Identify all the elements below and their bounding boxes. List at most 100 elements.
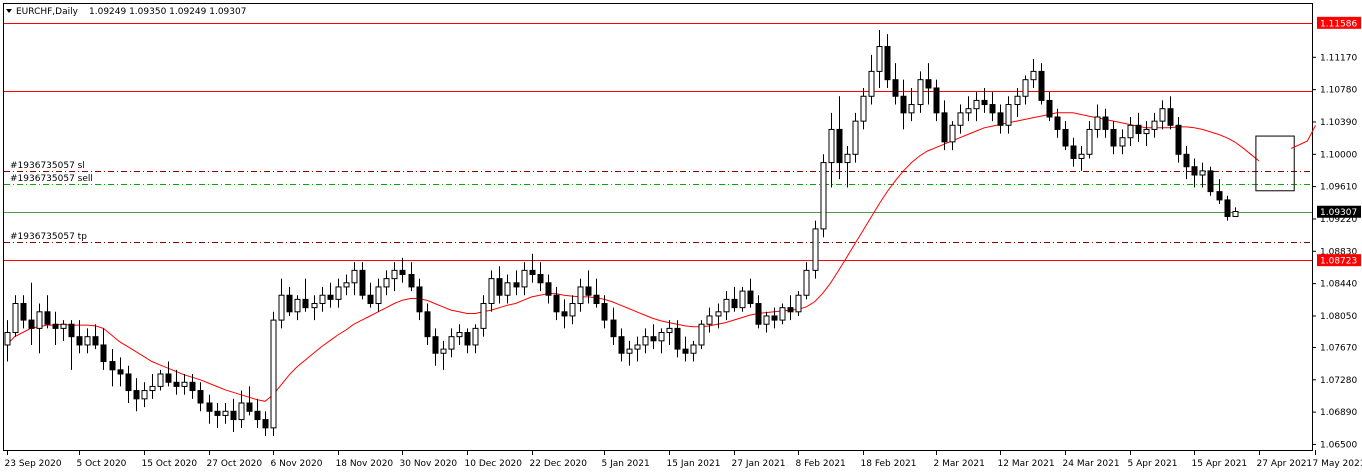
candle (440, 340, 447, 370)
candle (723, 291, 730, 321)
candle (1191, 158, 1198, 188)
candle-body (803, 269, 810, 296)
candle-body (715, 311, 722, 317)
candle (1183, 146, 1190, 180)
price-tags-layer: 1.11586 1.09307 1.08723 (1317, 16, 1361, 267)
candle (553, 286, 560, 321)
candle-body (706, 315, 713, 325)
candle (254, 398, 261, 428)
candle (690, 340, 697, 362)
candle (949, 121, 956, 151)
candle (1086, 121, 1093, 159)
candle-body (1216, 191, 1223, 201)
candle (1094, 104, 1101, 138)
candle (464, 328, 471, 354)
candle (828, 112, 835, 188)
candle (747, 278, 754, 308)
candle (133, 378, 140, 412)
candle (892, 63, 899, 105)
candle (375, 278, 382, 312)
candle-body (674, 327, 681, 350)
candle (262, 411, 269, 437)
candle (76, 320, 83, 354)
candle-body (133, 390, 140, 400)
candle (1078, 146, 1085, 171)
candle-body (521, 269, 528, 288)
candle (302, 278, 309, 312)
y-tick-label: 1.10390 (1320, 118, 1357, 128)
candle (1038, 63, 1045, 105)
candle (1151, 112, 1158, 138)
candle-body (1183, 153, 1190, 168)
candle-body (254, 410, 261, 421)
y-tick-label: 1.09220 (1320, 215, 1357, 225)
candle-body (642, 336, 649, 346)
candle (1199, 162, 1206, 188)
candle (230, 398, 237, 433)
candle-body (577, 286, 584, 305)
candle-body (246, 402, 253, 412)
candle-body (52, 323, 59, 329)
x-tick-label: 6 Nov 2020 (271, 459, 323, 469)
drawings-layer (1255, 125, 1316, 192)
candle (1070, 137, 1077, 167)
candle-body (658, 332, 665, 342)
candle-body (626, 348, 633, 354)
candle-body (884, 46, 891, 81)
candle-body (399, 269, 406, 276)
candle (52, 311, 59, 345)
candle-body (302, 298, 309, 309)
candle-body (529, 269, 536, 276)
candle-body (610, 319, 617, 338)
candle (327, 282, 334, 308)
candle (391, 262, 398, 292)
candle (610, 307, 617, 345)
candle (795, 291, 802, 316)
x-tick-label: 7 May 2021 (1313, 459, 1362, 469)
candle (20, 295, 27, 329)
candle-body (981, 99, 988, 106)
candle-body (327, 294, 334, 300)
candle-body (997, 112, 1004, 126)
candle-body (222, 410, 229, 416)
candle-body (165, 373, 172, 383)
candle-body (173, 381, 180, 387)
x-tick-label: 15 Jan 2021 (667, 459, 721, 469)
candle (141, 382, 148, 408)
candle-body (464, 332, 471, 346)
candle (957, 104, 964, 134)
candle (36, 303, 43, 354)
candle-body (585, 286, 592, 296)
candle (1054, 108, 1061, 138)
candle-body (375, 286, 382, 305)
y-tick-label: 1.08050 (1320, 312, 1357, 322)
candle (246, 386, 253, 416)
candle-body (12, 303, 19, 334)
candle-body (157, 373, 164, 387)
candle-body (747, 290, 754, 305)
candle (593, 278, 600, 308)
x-tick-label: 18 Nov 2020 (336, 459, 394, 469)
candle (650, 324, 657, 350)
candle (456, 324, 463, 345)
x-tick-label: 30 Nov 2020 (400, 459, 458, 469)
order-labels-layer: #1936735057 sl #1936735057 sell #193673505… (10, 161, 93, 242)
candle-body (795, 294, 802, 313)
symbol-dropdown-icon[interactable] (6, 9, 12, 13)
candle (1030, 58, 1037, 88)
candle (860, 87, 867, 130)
candle-body (125, 373, 132, 392)
candle-body (836, 128, 843, 164)
candle (1224, 195, 1231, 221)
candle-body (1135, 124, 1142, 135)
candle-body (230, 410, 237, 421)
x-tick-label: 5 Apr 2021 (1128, 459, 1178, 469)
candle (973, 92, 980, 122)
candle-body (1005, 104, 1012, 126)
candle-body (206, 402, 213, 412)
candle-body (1199, 170, 1206, 176)
order-label: #1936735057 sl (10, 161, 85, 171)
candle-body (92, 336, 99, 346)
candle-body (60, 323, 67, 329)
